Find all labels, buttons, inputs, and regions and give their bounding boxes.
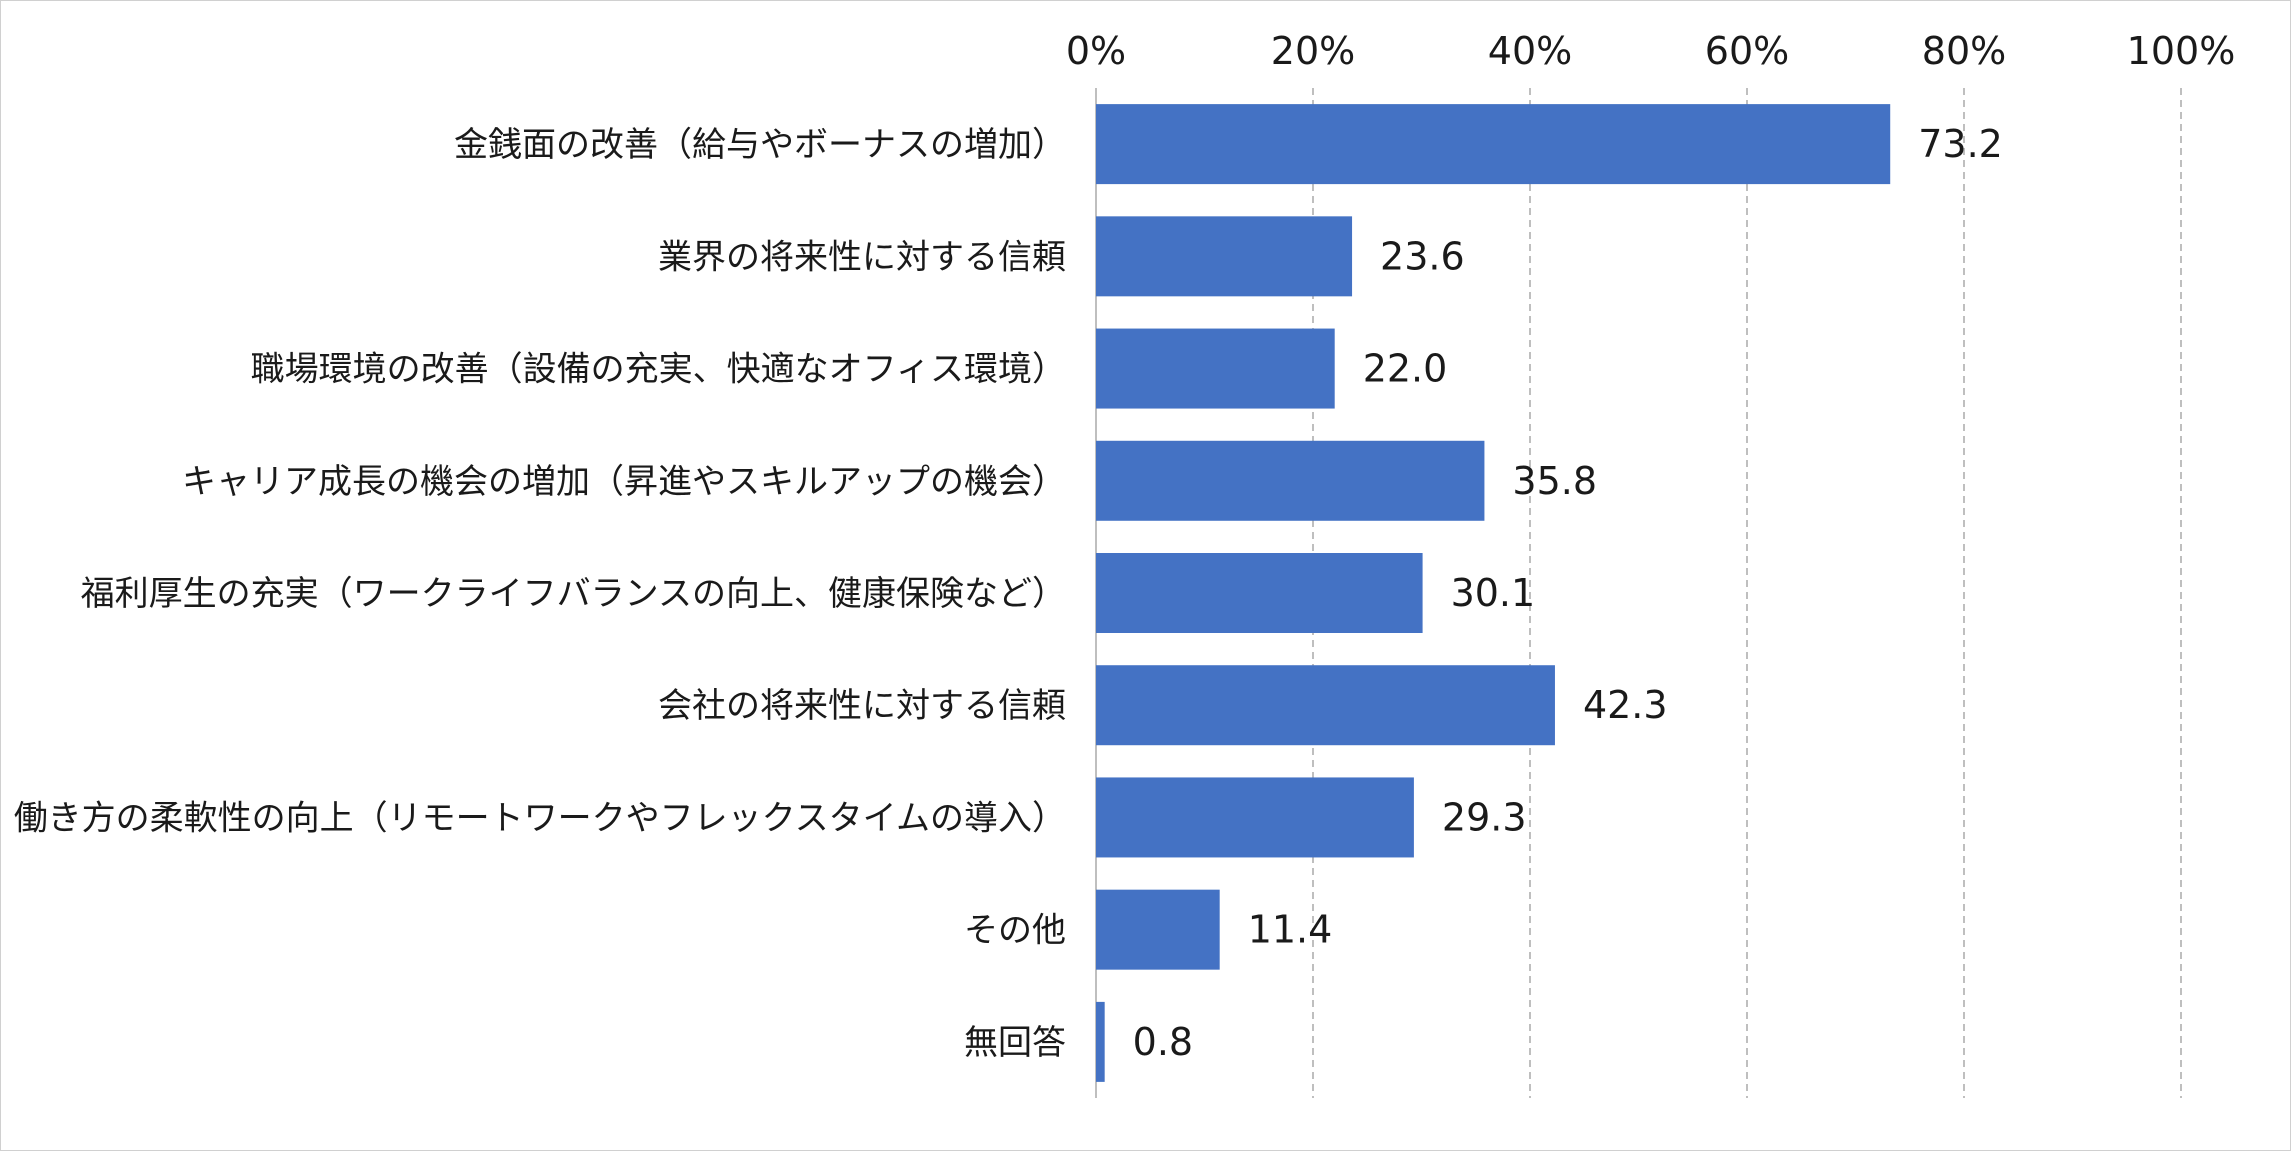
category-label: 業界の将来性に対する信頼 xyxy=(658,237,1066,277)
bar xyxy=(1096,777,1414,858)
data-label: 29.3 xyxy=(1442,795,1527,839)
bar xyxy=(1096,665,1555,746)
category-label: 無回答 xyxy=(964,1023,1066,1063)
category-labels: 金銭面の改善（給与やボーナスの増加） 業界の将来性に対する信頼職場環境の改善（設備… xyxy=(14,125,1066,1063)
x-tick-label: 60% xyxy=(1705,29,1789,73)
data-labels: 73.2 23.6 22.0 35.8 30.1 42.3 29.3 11.4 0.8 xyxy=(1133,122,2003,1064)
data-label: 22.0 xyxy=(1363,347,1448,391)
bar xyxy=(1096,328,1335,409)
x-tick-label: 0% xyxy=(1066,29,1126,73)
bar xyxy=(1096,889,1220,970)
x-tick-label: 100% xyxy=(2127,29,2236,73)
x-tick-label: 40% xyxy=(1488,29,1572,73)
bar xyxy=(1096,216,1353,297)
data-label: 11.4 xyxy=(1248,908,1333,952)
data-label: 42.3 xyxy=(1583,683,1668,727)
bar xyxy=(1096,104,1891,185)
category-label: 金銭面の改善（給与やボーナスの増加） xyxy=(454,125,1066,165)
category-label: 働き方の柔軟性の向上（リモートワークやフレックスタイムの導入） xyxy=(14,798,1066,838)
category-label: 職場環境の改善（設備の充実、快適なオフィス環境） xyxy=(251,350,1066,390)
data-label: 35.8 xyxy=(1512,459,1597,503)
category-label: その他 xyxy=(964,911,1066,951)
x-tick-label: 20% xyxy=(1271,29,1355,73)
data-label: 0.8 xyxy=(1133,1020,1193,1064)
category-label: キャリア成長の機会の増加（昇進やスキルアップの機会） xyxy=(182,462,1066,502)
bars xyxy=(1096,104,1891,1082)
bar xyxy=(1096,440,1485,521)
bar xyxy=(1096,553,1423,633)
bar xyxy=(1096,1001,1105,1082)
x-axis-tick-labels: 0% 20% 40% 60% 80% 100% xyxy=(1066,29,2235,73)
category-label: 福利厚生の充実（ワークライフバランスの向上、健康保険など） xyxy=(81,574,1066,614)
data-label: 23.6 xyxy=(1380,234,1465,278)
category-label: 会社の将来性に対する信頼 xyxy=(658,686,1066,726)
x-tick-label: 80% xyxy=(1922,29,2006,73)
data-label: 30.1 xyxy=(1451,571,1536,615)
data-label: 73.2 xyxy=(1918,122,2003,166)
